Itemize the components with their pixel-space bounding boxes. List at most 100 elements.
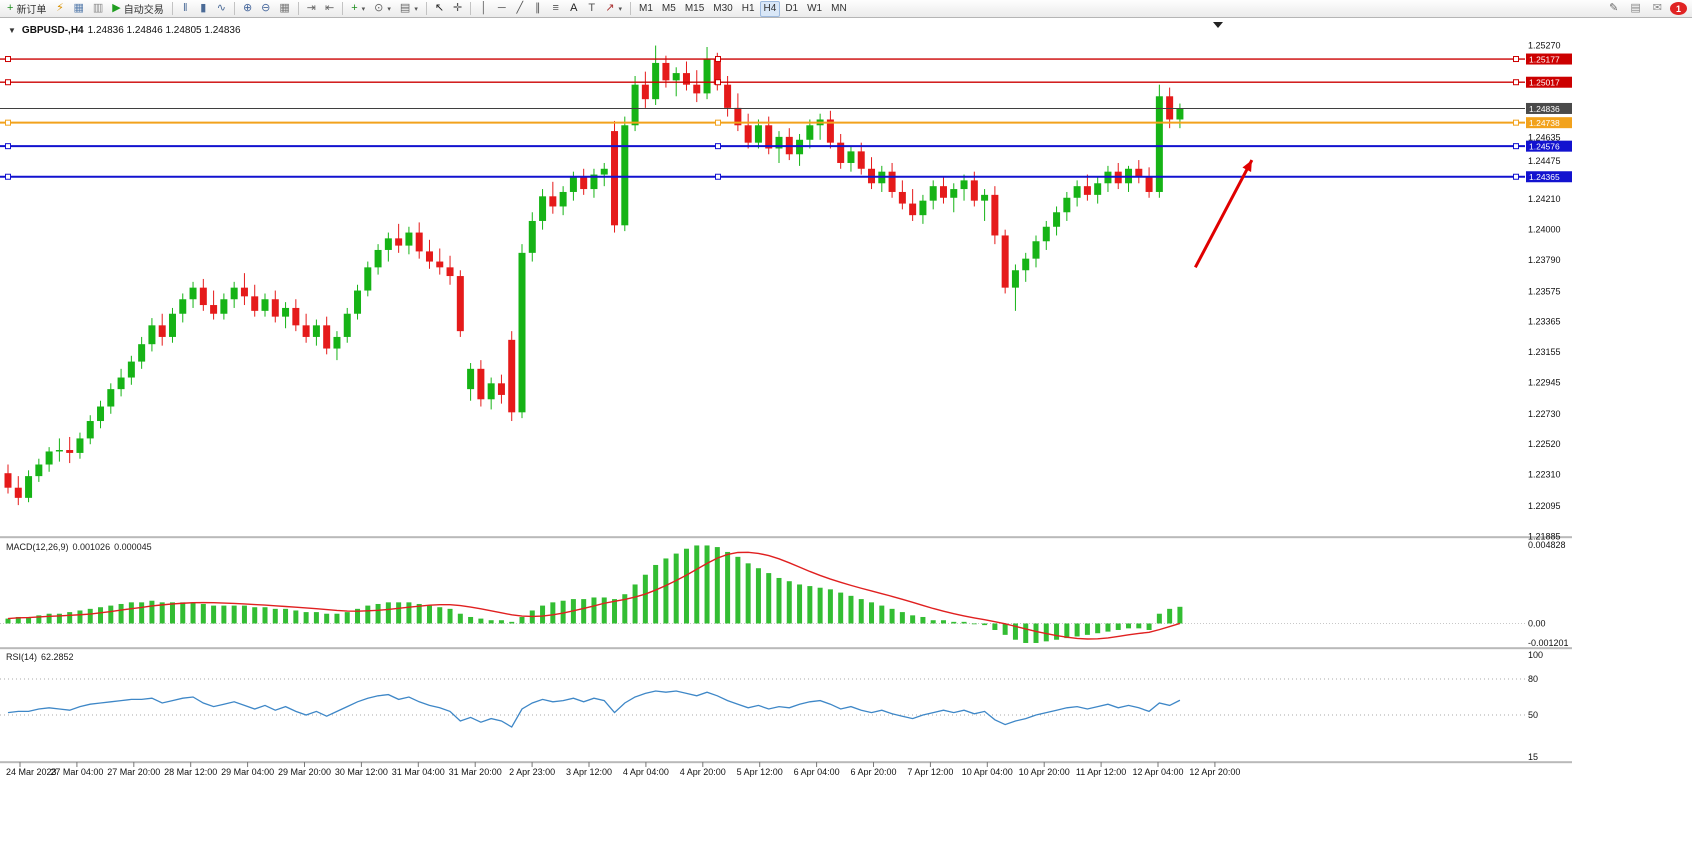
line-handle[interactable] (1513, 79, 1519, 86)
candle (806, 125, 814, 140)
candle (1022, 258, 1030, 271)
channel-button[interactable]: ∥ (529, 1, 546, 17)
line-chart-button[interactable]: ∿ (213, 1, 230, 17)
price-tag (1526, 171, 1572, 183)
new-order-button[interactable]: + 新订单 (3, 1, 50, 17)
trendline-button[interactable]: ╱ (511, 1, 528, 17)
price-tag-text: 1.24836 (1529, 104, 1560, 114)
tf-w1-button-label: W1 (807, 3, 823, 14)
indicators-button[interactable]: + ▾ (347, 1, 369, 17)
cursor-button[interactable]: ↖ (431, 1, 448, 17)
line-handle[interactable] (5, 173, 11, 180)
candle (713, 58, 721, 85)
candle (1042, 226, 1050, 242)
fibonacci-button[interactable]: ≡ (547, 1, 564, 17)
tf-m30-button[interactable]: M30 (709, 1, 736, 17)
price-tag-text: 1.25177 (1529, 55, 1560, 65)
time-axis-label: 4 Apr 20:00 (680, 767, 726, 777)
toolbar-right-cluster: ✎ ▤ ✉ 1 (1605, 1, 1689, 17)
bar-chart-button[interactable]: ‖ (177, 1, 194, 17)
edit-button[interactable]: ✎ (1605, 1, 1622, 17)
line-handle[interactable] (1513, 143, 1519, 150)
tf-m1-button[interactable]: M1 (635, 1, 657, 17)
tf-h1-button[interactable]: H1 (738, 1, 759, 17)
line-handle[interactable] (5, 79, 11, 86)
mail-button[interactable]: ✉ (1649, 1, 1666, 17)
arrows-button[interactable]: ↗ ▾ (601, 1, 626, 17)
auto-scroll-button[interactable]: ⇥ (303, 1, 320, 17)
line-handle[interactable] (715, 143, 721, 150)
price-tag-text: 1.25017 (1529, 78, 1560, 88)
vertical-line-button[interactable]: │ (475, 1, 492, 17)
chart-canvas[interactable]: 1.25270 1.24635 1.24475 1.24210 1.24000 1.237… (0, 18, 1572, 782)
candle (754, 125, 762, 143)
candle (744, 125, 752, 143)
arrow-object[interactable] (1194, 159, 1254, 269)
tf-mn-button[interactable]: MN (827, 1, 851, 17)
candle (518, 252, 526, 413)
text-button[interactable]: A (565, 1, 582, 17)
shift-marker-icon[interactable] (1213, 22, 1223, 28)
horizontal-line-button[interactable]: ─ (493, 1, 510, 17)
candle (364, 267, 372, 291)
line-handle[interactable] (5, 119, 11, 126)
new-order-icon: + (7, 2, 14, 14)
quick-trade-button[interactable]: ⚡ (51, 1, 68, 17)
template-icon: ▤ (399, 2, 411, 14)
chart-windows-button[interactable]: ▦ (69, 1, 87, 17)
text-icon: A (570, 2, 578, 14)
periods-button[interactable]: ⊙ ▾ (370, 1, 395, 17)
rsi-axis-label: 80 (1528, 674, 1538, 684)
zoom-out-button[interactable]: ⊖ (257, 1, 274, 17)
tile-windows-button[interactable]: ▦ (275, 1, 293, 17)
arrowhead-icon (1242, 160, 1252, 173)
macd-name: MACD(12,26,9) (6, 542, 69, 552)
tile-windows-icon: ▦ (279, 2, 290, 14)
chart-shift-button[interactable]: ⇤ (321, 1, 338, 17)
line-handle[interactable] (1513, 56, 1519, 63)
toolbar-separator (470, 2, 472, 15)
line-handle[interactable] (5, 56, 11, 63)
tf-h4-button[interactable]: H4 (759, 0, 781, 17)
candle (1083, 186, 1091, 195)
line-handle[interactable] (1513, 173, 1519, 180)
hline-objects[interactable] (0, 53, 1572, 183)
line-handle[interactable] (5, 143, 11, 150)
caret-down-icon: ▾ (618, 5, 622, 13)
tf-d1-button[interactable]: D1 (781, 1, 802, 17)
candle (909, 203, 917, 216)
candle (384, 238, 392, 250)
price-tag (1526, 76, 1572, 88)
mail-icon: ✉ (1652, 2, 1662, 14)
candle (333, 336, 341, 349)
tf-m5-button[interactable]: M5 (658, 1, 680, 17)
candlestick-chart-button[interactable]: ▮ (195, 1, 212, 17)
candles-layer (4, 45, 1184, 506)
line-handle[interactable] (1513, 119, 1519, 126)
autotrade-button[interactable]: ▶ 自动交易 (108, 1, 167, 17)
clock-icon: ⊙ (374, 2, 384, 14)
label-button[interactable]: T (583, 1, 600, 17)
zoom-in-button[interactable]: ⊕ (239, 1, 256, 17)
templates-button[interactable]: ▤ ▾ (396, 1, 422, 17)
tf-m1-button-label: M1 (639, 3, 653, 14)
tf-w1-button[interactable]: W1 (803, 1, 826, 17)
line-handle[interactable] (715, 79, 721, 86)
candle (950, 189, 958, 198)
notifications-badge[interactable]: 1 (1670, 2, 1687, 15)
time-axis-label: 7 Apr 12:00 (907, 767, 953, 777)
crosshair-button[interactable]: ✛ (449, 1, 466, 17)
collapse-icon[interactable]: ▼ (8, 26, 16, 35)
line-handle[interactable] (715, 56, 721, 63)
tf-m30-button-label: M30 (713, 3, 733, 14)
macd-indicator-label: MACD(12,26,9) 0.001026 0.000045 (6, 542, 152, 552)
tf-m15-button[interactable]: M15 (681, 1, 708, 17)
chart-area[interactable]: 1.25270 1.24635 1.24475 1.24210 1.24000 1.237… (0, 18, 1572, 782)
panel-button[interactable]: ▤ (1626, 1, 1644, 17)
line-handle[interactable] (715, 173, 721, 180)
trendline-icon: ╱ (516, 2, 524, 14)
candle (45, 451, 53, 465)
profiles-button[interactable]: ▥ (89, 1, 107, 17)
line-handle[interactable] (715, 119, 721, 126)
